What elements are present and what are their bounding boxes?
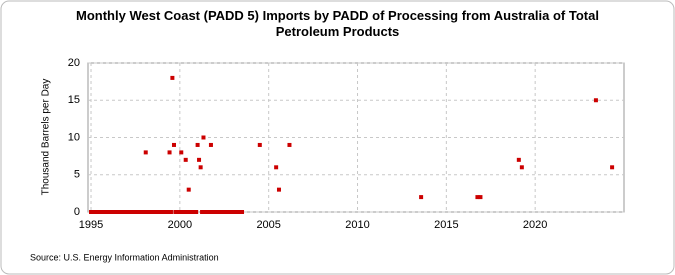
y-tick-label: 0 bbox=[74, 206, 80, 218]
point bbox=[186, 187, 191, 192]
point bbox=[143, 150, 148, 155]
point bbox=[177, 210, 182, 214]
x-tick-label: 2005 bbox=[256, 219, 280, 231]
point bbox=[198, 165, 203, 170]
point bbox=[593, 98, 598, 103]
point bbox=[276, 187, 281, 192]
x-tick-label: 1995 bbox=[79, 219, 103, 231]
y-axis-label: Thousand Barrels per Day bbox=[41, 79, 52, 196]
point bbox=[170, 75, 175, 80]
x-tick-label: 2010 bbox=[345, 219, 369, 231]
point bbox=[208, 142, 213, 147]
y-tick-label: 10 bbox=[68, 131, 80, 143]
x-tick-label: 2000 bbox=[168, 219, 192, 231]
point bbox=[200, 210, 205, 214]
point bbox=[516, 157, 521, 162]
point bbox=[182, 210, 187, 214]
point bbox=[142, 210, 147, 214]
point bbox=[257, 142, 262, 147]
y-tick-label: 20 bbox=[68, 57, 80, 69]
point bbox=[475, 195, 480, 200]
point bbox=[165, 210, 170, 214]
point bbox=[195, 142, 200, 147]
y-tick-label: 5 bbox=[74, 169, 80, 181]
x-tick-label: 2020 bbox=[523, 219, 547, 231]
point bbox=[478, 195, 483, 200]
point bbox=[185, 210, 190, 214]
point bbox=[519, 165, 524, 170]
point bbox=[197, 157, 202, 162]
point bbox=[179, 150, 184, 155]
chart-title: Monthly West Coast (PADD 5) Imports by P… bbox=[76, 8, 599, 39]
point bbox=[168, 210, 173, 214]
point bbox=[167, 150, 172, 155]
point bbox=[207, 210, 212, 214]
y-tick-label: 15 bbox=[68, 94, 80, 106]
point bbox=[610, 165, 615, 170]
point bbox=[183, 157, 188, 162]
source: Source: U.S. Energy Information Administ… bbox=[30, 252, 219, 262]
point bbox=[274, 165, 279, 170]
point bbox=[419, 195, 424, 200]
point bbox=[201, 135, 206, 140]
point bbox=[240, 210, 245, 214]
point bbox=[287, 142, 292, 147]
point bbox=[171, 142, 176, 147]
point bbox=[194, 210, 199, 214]
x-tick-label: 2015 bbox=[434, 219, 458, 231]
